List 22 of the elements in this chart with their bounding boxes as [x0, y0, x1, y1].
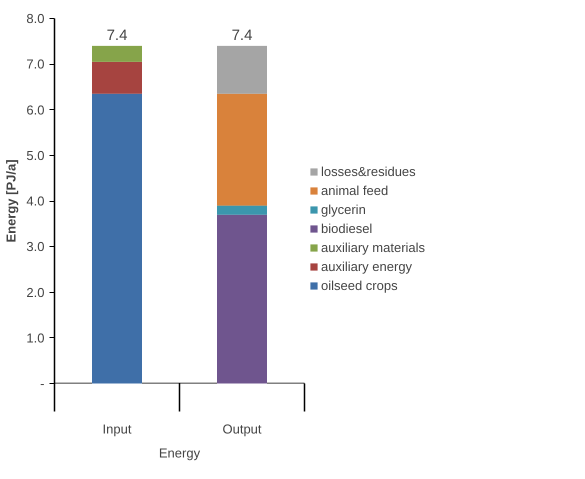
x-tick-label: Input — [102, 422, 132, 436]
y-tick-label: 3.0 — [26, 239, 45, 254]
y-tick-label: - — [40, 376, 45, 391]
legend-label: auxiliary materials — [321, 240, 426, 255]
legend-label: losses&residues — [321, 164, 416, 179]
legend-label: animal feed — [321, 183, 388, 198]
x-tick-label: Output — [222, 422, 262, 436]
y-tick-label: 8.0 — [26, 11, 45, 26]
y-tick-label: 2.0 — [26, 284, 45, 300]
legend-label: auxiliary energy — [321, 259, 412, 274]
x-axis-title: Energy — [158, 446, 201, 460]
y-tick-label: 6.0 — [26, 102, 45, 118]
legend-label: biodiesel — [321, 221, 372, 236]
total-label: 7.4 — [232, 26, 252, 44]
y-tick-label: 4.0 — [26, 194, 45, 208]
y-axis-title: Energy [PJ/a] — [3, 159, 18, 243]
y-tick-label: 5.0 — [26, 148, 45, 163]
legend-label: oilseed crops — [321, 278, 398, 293]
total-label: 7.4 — [106, 26, 128, 44]
legend-label: glycerin — [321, 202, 366, 217]
y-tick-label: 1.0 — [26, 330, 45, 346]
y-tick-label: 7.0 — [26, 56, 45, 72]
